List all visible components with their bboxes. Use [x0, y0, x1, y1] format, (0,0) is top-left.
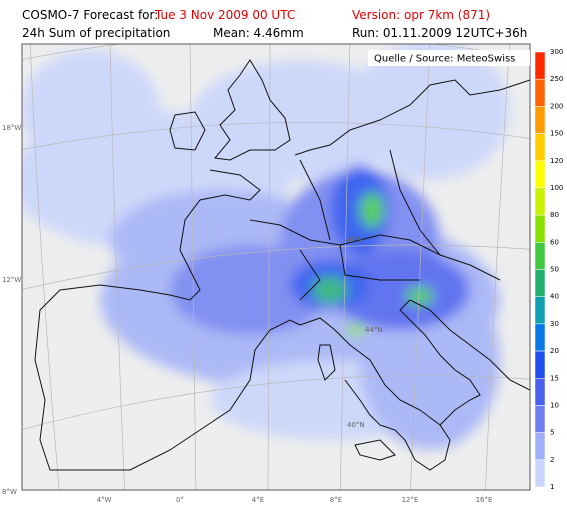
- version: Version: opr 7km (871): [352, 8, 491, 22]
- side-label: 12°W: [2, 276, 21, 284]
- legend-label: 20: [550, 347, 559, 355]
- legend-swatch: [534, 432, 546, 461]
- lon-label: 4°W: [97, 496, 112, 504]
- lat-label: 40°N: [347, 421, 365, 429]
- legend-swatch: [534, 296, 546, 325]
- graticule: [22, 44, 530, 490]
- valid-time: Tue 3 Nov 2009 00 UTC: [155, 8, 296, 22]
- legend-swatch: [534, 405, 546, 433]
- lat-labels: 48°N 44°N 40°N: [345, 236, 383, 429]
- legend-label: 150: [550, 130, 563, 138]
- legend-label: 200: [550, 102, 563, 110]
- legend-swatch: [534, 51, 546, 80]
- lon-label: 8°E: [330, 496, 342, 504]
- legend-swatch: [534, 187, 546, 216]
- legend: 300 250 200 150 120 100 80 60 50 40 30 20 15 10 5 2 1: [534, 48, 563, 491]
- legend-label: 10: [550, 401, 559, 409]
- lon-label: 16°E: [476, 496, 493, 504]
- map-frame: [21, 43, 531, 491]
- precipitation: [22, 44, 510, 450]
- legend-swatch: [534, 323, 546, 352]
- legend-label: 120: [550, 157, 563, 165]
- legend-swatch: [534, 350, 546, 379]
- lon-label: 0°: [176, 496, 184, 504]
- legend-label: 50: [550, 266, 559, 274]
- legend-label: 30: [550, 320, 559, 328]
- legend-swatch: [534, 160, 546, 189]
- legend-swatch: [534, 78, 546, 107]
- source-box: [368, 50, 530, 66]
- side-labels: 18°W 12°W 8°W: [2, 124, 21, 496]
- legend-label: 250: [550, 75, 563, 83]
- legend-swatch: [534, 378, 546, 406]
- lon-label: 4°E: [252, 496, 264, 504]
- legend-swatch: [534, 459, 546, 488]
- run: Run: 01.11.2009 12UTC+36h: [352, 26, 528, 40]
- field: 24h Sum of precipitation: [22, 26, 171, 40]
- legend-swatch: [534, 269, 546, 297]
- side-label: 8°W: [2, 488, 17, 496]
- legend-label: 80: [550, 211, 559, 219]
- lon-labels: 4°W 0° 4°E 8°E 12°E 16°E: [97, 496, 493, 504]
- lat-label: 44°N: [365, 326, 383, 334]
- legend-swatch: [534, 133, 546, 161]
- mean: Mean: 4.46mm: [213, 26, 304, 40]
- source-label: Quelle / Source: MeteoSwiss: [374, 54, 515, 65]
- legend-label: 1: [550, 483, 554, 491]
- side-label: 18°W: [2, 124, 21, 132]
- legend-label: 300: [550, 48, 563, 56]
- product: COSMO-7 Forecast for:: [22, 8, 159, 22]
- legend-label: 2: [550, 456, 554, 464]
- legend-label: 15: [550, 374, 559, 382]
- legend-label: 100: [550, 184, 563, 192]
- legend-swatch: [534, 106, 546, 134]
- legend-label: 5: [550, 429, 554, 437]
- legend-label: 60: [550, 238, 559, 246]
- coastlines: [34, 59, 530, 471]
- lat-label: 48°N: [345, 236, 363, 244]
- legend-swatch: [534, 214, 546, 243]
- legend-label: 40: [550, 293, 559, 301]
- legend-swatch: [534, 242, 546, 270]
- lon-label: 12°E: [402, 496, 419, 504]
